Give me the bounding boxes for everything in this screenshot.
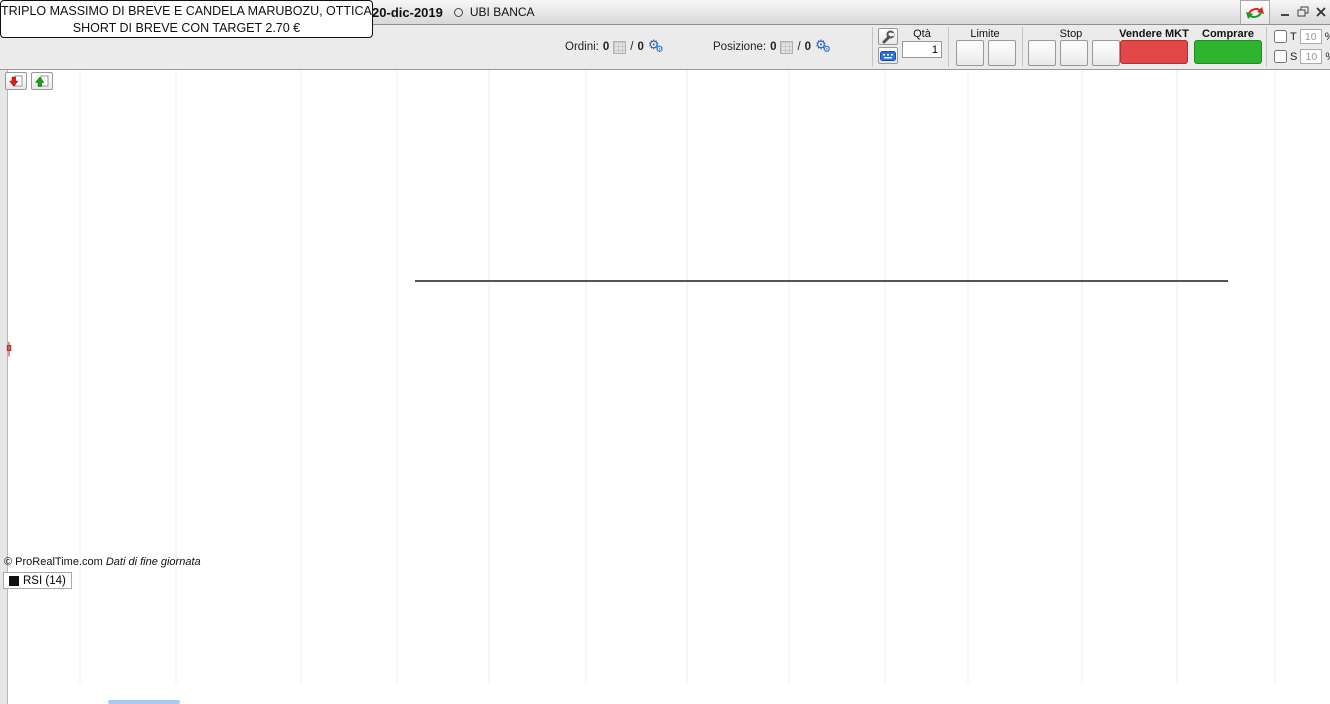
divider [948, 27, 949, 67]
divider [1022, 27, 1023, 67]
refresh-icon[interactable] [1240, 0, 1270, 24]
rsi-swatch-icon [9, 575, 19, 586]
keyboard-order-button[interactable] [878, 47, 898, 64]
limit-modify-order-button[interactable] [988, 40, 1016, 66]
wrench-settings-button[interactable] [878, 28, 898, 45]
qty-input[interactable] [902, 41, 942, 58]
take-profit-checkbox[interactable] [1274, 30, 1287, 43]
position-count: 0 [770, 41, 777, 53]
position-count2: 0 [804, 41, 812, 53]
minimize-button[interactable] [1276, 2, 1294, 22]
window-controls [1240, 0, 1330, 24]
quote-date: 20-dic-2019 [372, 4, 443, 20]
instrument-marker-icon [453, 7, 463, 17]
orders-list-icon[interactable] [613, 40, 627, 54]
stop-loss-row: S % [1274, 49, 1330, 64]
limit-buy-sell-order-button[interactable] [956, 40, 984, 66]
wrench-icon [882, 30, 895, 43]
collapsed-side-panel[interactable] [0, 70, 8, 704]
sell-market-button[interactable] [1120, 40, 1188, 64]
take-profit-unit: % [1325, 31, 1330, 43]
keyboard-icon [880, 50, 896, 61]
orders-count: 0 [602, 41, 610, 53]
stop-loss-input[interactable] [1300, 49, 1323, 64]
take-profit-input[interactable] [1299, 29, 1322, 44]
stop-label: Stop [1059, 28, 1083, 40]
divider [872, 27, 873, 67]
stop-loss-unit: % [1325, 51, 1330, 63]
rsi-label: RSI (14) [23, 574, 66, 587]
sell-mkt-label: Vendere MKT [1119, 28, 1189, 40]
take-profit-label: T [1290, 30, 1297, 43]
divider [1266, 27, 1267, 67]
limit-label: Limite [970, 28, 1000, 40]
qty-label: Qtà [913, 28, 931, 40]
buy-market-button[interactable] [1194, 40, 1262, 64]
stop-order-button[interactable] [1028, 40, 1056, 66]
h-scrollbar-thumb[interactable] [108, 700, 180, 704]
position-label: Posizione: [713, 41, 767, 53]
position-counter: Posizione: 0 / 0 ⚙⚙ [713, 38, 831, 56]
take-profit-row: T % [1274, 29, 1330, 44]
position-slash: / [797, 41, 801, 53]
orders-label: Ordini: [565, 41, 599, 53]
stop-loss-checkbox[interactable] [1274, 50, 1287, 63]
orders-count2: 0 [637, 41, 644, 53]
chart-legend [5, 72, 53, 90]
close-button[interactable] [1312, 2, 1330, 22]
instrument-name: UBI BANCA [469, 5, 535, 19]
position-settings-gear-icon[interactable]: ⚙⚙ [815, 37, 831, 54]
rsi-legend-chip[interactable]: RSI (14) [3, 572, 72, 589]
restore-button[interactable] [1294, 2, 1312, 22]
sell-order-shortcut-button[interactable] [5, 72, 27, 90]
stop-trailing-order-button[interactable] [1092, 40, 1120, 66]
stop-modify-order-button[interactable] [1060, 40, 1088, 66]
copyright-note: © ProRealTime.com Dati di fine giornata [4, 556, 201, 568]
price-chart-canvas[interactable] [0, 70, 1330, 704]
data-note: Dati di fine giornata [105, 556, 201, 568]
orders-slash: / [630, 41, 634, 53]
orders-settings-gear-icon[interactable]: ⚙⚙ [647, 37, 664, 54]
position-list-icon[interactable] [780, 40, 794, 54]
buy-order-shortcut-button[interactable] [31, 72, 53, 90]
stop-loss-label: S [1290, 50, 1298, 63]
analysis-annotation: TRIPLO MASSIMO DI BREVE E CANDELA MARUBO… [0, 0, 373, 38]
orders-counter: Ordini: 0 / 0 ⚙⚙ [565, 38, 664, 56]
